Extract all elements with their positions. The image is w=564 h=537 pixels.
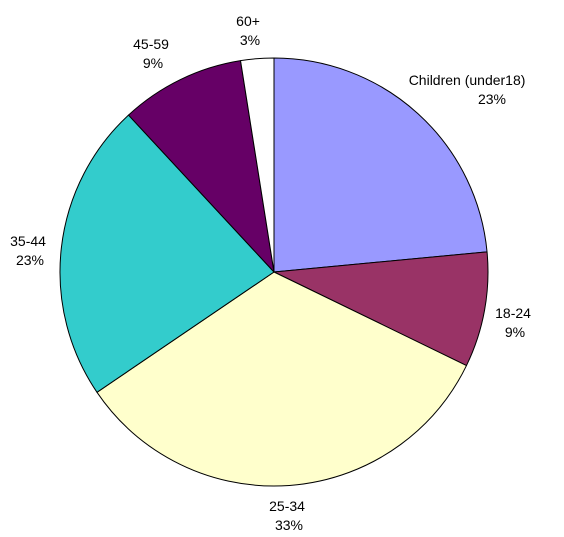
slice-name-60-plus: 60+ <box>236 13 260 29</box>
pie-slice-60-plus <box>240 57 275 273</box>
pie-slice-18-24 <box>273 251 489 367</box>
slice-label-18-24: 18-24 9% <box>495 305 535 340</box>
slice-name-45-59: 45-59 <box>133 36 169 52</box>
slice-name-children: Children (under18) <box>409 72 526 88</box>
slice-label-45-59: 45-59 9% <box>133 36 173 71</box>
slice-percent-35-44: 23% <box>16 252 44 268</box>
slice-percent-60-plus: 3% <box>240 32 260 48</box>
slice-label-children: Children (under18) 23% <box>409 72 530 107</box>
slice-name-35-44: 35-44 <box>10 233 46 249</box>
slice-percent-children: 23% <box>478 91 506 107</box>
slice-percent-25-34: 33% <box>275 517 303 533</box>
pie-slice-45-59 <box>127 60 275 273</box>
slice-name-25-34: 25-34 <box>269 498 305 514</box>
slice-label-60-plus: 60+ 3% <box>236 13 264 48</box>
slice-percent-45-59: 9% <box>143 55 163 71</box>
pie-slice-25-34 <box>96 271 467 487</box>
pie-slice-35-44 <box>59 114 275 393</box>
pie-slice-children <box>273 57 488 273</box>
pie-slices <box>59 57 489 487</box>
slice-label-35-44: 35-44 23% <box>10 233 50 268</box>
slice-name-18-24: 18-24 <box>495 305 531 321</box>
slice-label-25-34: 25-34 33% <box>269 498 309 533</box>
slice-percent-18-24: 9% <box>505 324 525 340</box>
